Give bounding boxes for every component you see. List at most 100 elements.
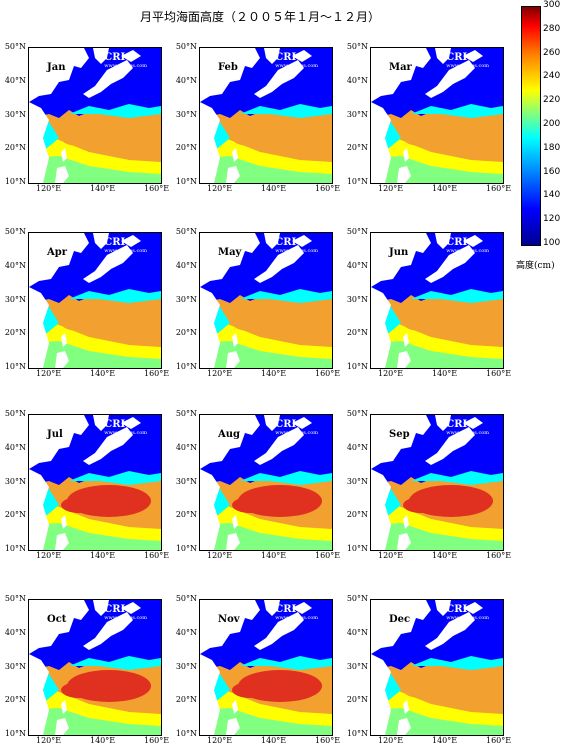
page-title: 月平均海面高度（２００５年１月～１２月） xyxy=(139,10,380,24)
watermark-name: CRI xyxy=(446,237,468,248)
cri-watermark: CRI www.cygres.com xyxy=(275,605,318,623)
watermark-name: CRI xyxy=(104,52,126,63)
month-label: Mar xyxy=(389,62,412,73)
cri-watermark: CRI www.cygres.com xyxy=(275,420,318,438)
colorbar-tick-label: 200 xyxy=(543,119,561,129)
latitude-tick-label: 10°N xyxy=(175,177,197,186)
cri-watermark: CRI www.cygres.com xyxy=(446,53,489,71)
cri-watermark: CRI www.cygres.com xyxy=(104,605,147,623)
month-map-panel: Oct CRI www.cygres.com 50°N 40°N 30°N 20°N 10°N… xyxy=(2,593,194,750)
longitude-tick-label: 160°E xyxy=(486,369,512,378)
cri-watermark: CRI www.cygres.com xyxy=(446,420,489,438)
latitude-tick-label: 20°N xyxy=(175,143,197,153)
longitude-tick-label: 140°E xyxy=(432,551,458,560)
longitude-tick-label: 120°E xyxy=(207,369,233,378)
longitude-tick-label: 120°E xyxy=(207,736,233,745)
latitude-tick-label: 40°N xyxy=(175,260,197,270)
month-map-panel: Mar CRI www.cygres.com 50°N 40°N 30°N 20°N 10°N… xyxy=(344,41,536,198)
watermark-url: www.cygres.com xyxy=(446,248,489,254)
colorbar-tick-label: 300 xyxy=(543,0,561,10)
latitude-tick-label: 20°N xyxy=(346,143,368,153)
latitude-tick-label: 40°N xyxy=(4,75,26,85)
longitude-tick-label: 140°E xyxy=(261,551,287,560)
cri-watermark: CRI www.cygres.com xyxy=(104,238,147,256)
latitude-tick-label: 50°N xyxy=(175,594,197,603)
watermark-name: CRI xyxy=(275,419,297,430)
month-label: Jul xyxy=(47,429,63,440)
month-map-panel: Dec CRI www.cygres.com 50°N 40°N 30°N 20°N 10°N… xyxy=(344,593,536,750)
sea-height-map: Nov CRI www.cygres.com xyxy=(199,599,333,736)
watermark-name: CRI xyxy=(275,237,297,248)
longitude-tick-label: 160°E xyxy=(315,369,341,378)
latitude-tick-label: 30°N xyxy=(4,109,26,119)
watermark-name: CRI xyxy=(104,237,126,248)
latitude-tick-label: 50°N xyxy=(175,42,197,51)
cri-watermark: CRI www.cygres.com xyxy=(275,53,318,71)
latitude-tick-label: 50°N xyxy=(175,227,197,236)
latitude-tick-label: 50°N xyxy=(4,227,26,236)
sea-height-map: May CRI www.cygres.com xyxy=(199,232,333,369)
longitude-tick-label: 160°E xyxy=(486,736,512,745)
sea-height-map: Mar CRI www.cygres.com xyxy=(370,47,504,184)
latitude-tick-label: 20°N xyxy=(175,510,197,520)
longitude-tick-label: 140°E xyxy=(432,369,458,378)
longitude-tick-label: 120°E xyxy=(207,184,233,193)
sea-height-map: Aug CRI www.cygres.com xyxy=(199,414,333,551)
month-map-panel: Apr CRI www.cygres.com 50°N 40°N 30°N 20°N 10°N… xyxy=(2,226,194,383)
watermark-url: www.cygres.com xyxy=(446,63,489,69)
latitude-tick-label: 10°N xyxy=(4,177,26,186)
colorbar xyxy=(521,6,541,246)
longitude-tick-label: 160°E xyxy=(144,184,170,193)
colorbar-unit: 高度(cm) xyxy=(516,261,555,271)
cri-watermark: CRI www.cygres.com xyxy=(275,238,318,256)
longitude-tick-label: 160°E xyxy=(315,736,341,745)
sea-height-map: Sep CRI www.cygres.com xyxy=(370,414,504,551)
watermark-name: CRI xyxy=(275,604,297,615)
longitude-tick-label: 120°E xyxy=(36,184,62,193)
latitude-tick-label: 40°N xyxy=(175,75,197,85)
month-map-panel: Aug CRI www.cygres.com 50°N 40°N 30°N 20°N 10°N… xyxy=(173,408,365,565)
longitude-tick-label: 160°E xyxy=(144,551,170,560)
colorbar-tick-label: 220 xyxy=(543,95,561,106)
month-map-panel: Jan CRI www.cygres.com 50°N 40°N 30°N 20°N 10°N… xyxy=(2,41,194,198)
colorbar-tick-label: 160 xyxy=(543,166,561,177)
latitude-tick-label: 40°N xyxy=(4,260,26,270)
watermark-url: www.cygres.com xyxy=(104,615,147,621)
longitude-tick-label: 120°E xyxy=(207,551,233,560)
colorbar-tick-label: 180 xyxy=(543,142,561,153)
latitude-tick-label: 30°N xyxy=(4,661,26,671)
latitude-tick-label: 40°N xyxy=(4,442,26,452)
cri-watermark: CRI www.cygres.com xyxy=(104,53,147,71)
cri-watermark: CRI www.cygres.com xyxy=(446,238,489,256)
latitude-tick-label: 40°N xyxy=(346,260,368,270)
colorbar-tick-label: 260 xyxy=(543,47,561,58)
latitude-tick-label: 30°N xyxy=(346,661,368,671)
month-map-panel: May CRI www.cygres.com 50°N 40°N 30°N 20°N 10°N… xyxy=(173,226,365,383)
latitude-tick-label: 50°N xyxy=(346,42,368,51)
month-map-panel: Sep CRI www.cygres.com 50°N 40°N 30°N 20°N 10°N… xyxy=(344,408,536,565)
latitude-tick-label: 10°N xyxy=(175,362,197,371)
latitude-tick-label: 40°N xyxy=(346,442,368,452)
latitude-tick-label: 10°N xyxy=(4,544,26,553)
month-map-panel: Nov CRI www.cygres.com 50°N 40°N 30°N 20°N 10°N… xyxy=(173,593,365,750)
watermark-name: CRI xyxy=(446,52,468,63)
longitude-tick-label: 160°E xyxy=(315,551,341,560)
latitude-tick-label: 10°N xyxy=(346,544,368,553)
latitude-tick-label: 20°N xyxy=(4,510,26,520)
month-label: Feb xyxy=(218,62,238,73)
latitude-tick-label: 50°N xyxy=(346,594,368,603)
latitude-tick-label: 10°N xyxy=(346,729,368,738)
longitude-tick-label: 160°E xyxy=(486,551,512,560)
latitude-tick-label: 10°N xyxy=(346,177,368,186)
watermark-url: www.cygres.com xyxy=(275,248,318,254)
sea-height-map: Feb CRI www.cygres.com xyxy=(199,47,333,184)
month-map-panel: Feb CRI www.cygres.com 50°N 40°N 30°N 20°N 10°N… xyxy=(173,41,365,198)
latitude-tick-label: 50°N xyxy=(346,227,368,236)
latitude-tick-label: 10°N xyxy=(346,362,368,371)
latitude-tick-label: 20°N xyxy=(346,510,368,520)
latitude-tick-label: 40°N xyxy=(4,627,26,637)
longitude-tick-label: 120°E xyxy=(36,551,62,560)
longitude-tick-label: 140°E xyxy=(90,369,116,378)
watermark-name: CRI xyxy=(446,419,468,430)
colorbar-tick-label: 280 xyxy=(543,23,561,34)
